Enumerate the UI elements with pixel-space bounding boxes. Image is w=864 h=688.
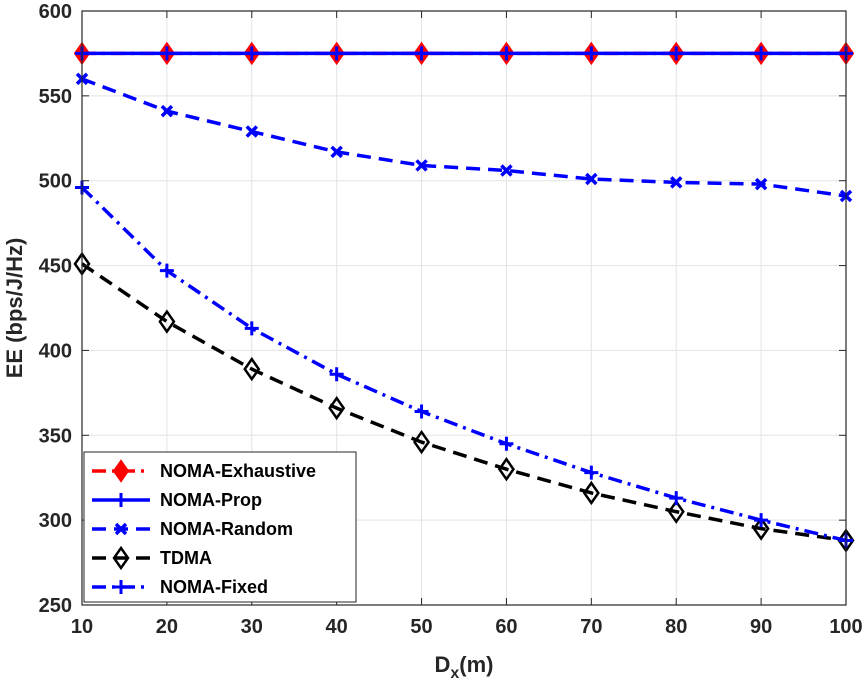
x-axis-ticks: 10 20 30 40 50 60 70 80 90 100 (71, 11, 863, 638)
data-point-tdma (497, 457, 515, 482)
data-point-tdma (243, 356, 261, 382)
data-point-tdma (667, 499, 685, 524)
y-axis-label: EE (bps/J/Hz) (2, 238, 27, 379)
data-point-noma-prop (244, 46, 259, 61)
data-point-tdma (158, 309, 176, 334)
series-line-noma-fixed (80, 186, 847, 543)
data-point-noma-prop (329, 46, 344, 61)
legend-swatch-marker (114, 522, 128, 536)
x-tick-label: 40 (326, 616, 348, 638)
series-line-tdma (81, 262, 847, 543)
data-point-noma-fixed (414, 404, 429, 419)
data-point-noma-prop (499, 46, 514, 61)
data-point-noma-prop (414, 46, 429, 61)
y-tick-label: 450 (39, 256, 72, 278)
legend-entry-tdma: TDMA (92, 545, 212, 571)
data-point-noma-fixed (499, 436, 514, 451)
data-point-noma-prop (669, 46, 684, 61)
legend-box (83, 451, 357, 603)
y-tick-label: 600 (39, 1, 72, 23)
legend-label: NOMA-Prop (160, 490, 262, 510)
x-axis-label: Dx(m) (434, 652, 493, 682)
x-tick-label: 20 (156, 616, 178, 638)
series-layer (73, 41, 855, 553)
x-tick-label: 90 (750, 616, 772, 638)
legend-swatch-marker (112, 545, 130, 571)
data-point-noma-fixed (159, 263, 174, 278)
data-point-noma-prop (159, 46, 174, 61)
data-point-noma-fixed (329, 367, 344, 382)
data-point-tdma (582, 480, 600, 506)
legend: NOMA-Exhaustive NOMA-Prop NOMA-Random TDMA N… (83, 451, 357, 603)
x-tick-label: 80 (665, 616, 687, 638)
y-tick-label: 300 (39, 510, 72, 532)
x-tick-label: 10 (71, 616, 93, 638)
y-tick-label: 350 (39, 425, 72, 447)
y-tick-label: 400 (39, 340, 72, 362)
data-point-noma-random (245, 125, 259, 138)
legend-swatch-marker (114, 580, 128, 594)
plot-frame (81, 10, 847, 606)
legend-entry-noma-fixed: NOMA-Fixed (92, 577, 268, 597)
data-point-noma-fixed (669, 491, 684, 506)
legend-label: NOMA-Fixed (160, 577, 268, 597)
legend-swatch-marker (114, 493, 128, 507)
data-point-noma-random (754, 177, 768, 191)
y-tick-label: 250 (39, 595, 72, 617)
data-point-noma-random (330, 145, 343, 159)
y-tick-label: 550 (39, 86, 72, 108)
legend-entry-noma-prop: NOMA-Prop (92, 490, 262, 510)
data-point-noma-fixed (244, 321, 259, 336)
legend-label: TDMA (160, 548, 212, 568)
legend-entry-noma-exhaustive: NOMA-Exhaustive (92, 459, 316, 483)
data-point-noma-random (415, 159, 428, 172)
data-point-tdma (752, 516, 770, 541)
x-tick-label: 60 (495, 616, 517, 638)
y-tick-label: 500 (39, 171, 72, 193)
data-point-noma-fixed (584, 465, 599, 480)
data-point-noma-random (160, 104, 174, 118)
x-tick-label: 30 (241, 616, 263, 638)
legend-label: NOMA-Exhaustive (160, 461, 316, 481)
data-point-noma-fixed (754, 513, 769, 528)
x-tick-label: 50 (410, 616, 432, 638)
data-point-noma-random (500, 164, 513, 177)
x-tick-label: 70 (580, 616, 602, 638)
legend-label: NOMA-Random (160, 519, 293, 539)
series-line-noma-random (81, 77, 847, 198)
x-tick-label: 100 (829, 616, 862, 638)
legend-swatch-marker (112, 459, 130, 483)
y-axis-ticks: 250 300 350 400 450 500 550 600 (39, 1, 846, 617)
data-point-noma-random (585, 172, 598, 186)
data-point-tdma (328, 395, 346, 421)
data-point-noma-random (669, 176, 683, 189)
data-point-noma-prop (584, 46, 599, 61)
legend-entry-noma-random: NOMA-Random (92, 519, 293, 539)
data-point-tdma (413, 429, 431, 455)
data-point-noma-prop (754, 46, 769, 61)
